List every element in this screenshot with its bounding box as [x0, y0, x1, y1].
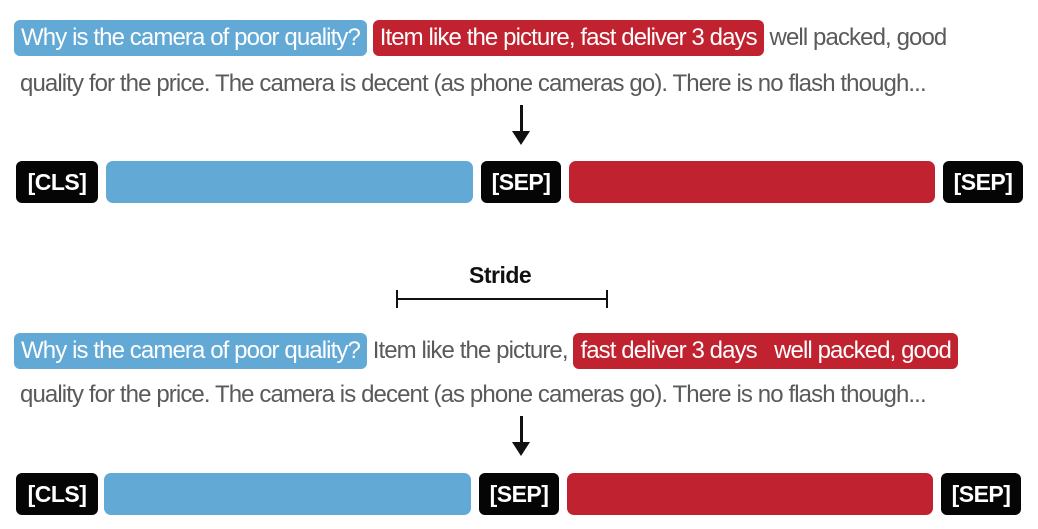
top-cls-token: [CLS]	[16, 161, 98, 203]
bottom-sep-token-1: [SEP]	[479, 473, 559, 515]
top-sep-token-1: [SEP]	[481, 161, 561, 203]
top-context-rest: well packed, good	[769, 24, 948, 51]
stride-label: Stride	[469, 262, 532, 288]
bottom-down-arrow-icon	[512, 442, 530, 456]
bottom-context-bar	[567, 473, 933, 515]
top-context-bar	[569, 161, 935, 203]
top-text-line-1: Why is the camera of poor quality? Item …	[14, 20, 948, 56]
bottom-down-arrow-shaft	[520, 416, 523, 444]
top-question-bar	[106, 161, 473, 203]
bottom-cls-token: [CLS]	[16, 473, 98, 515]
bottom-text-line-1: Why is the camera of poor quality? Item …	[14, 333, 958, 369]
top-down-arrow-icon	[512, 131, 530, 145]
top-question-highlight: Why is the camera of poor quality?	[14, 20, 367, 56]
bottom-context-plain: Item like the picture,	[372, 337, 569, 364]
top-sep-token-2: [SEP]	[943, 161, 1023, 203]
bottom-question-bar	[104, 473, 471, 515]
top-down-arrow-shaft	[520, 105, 523, 133]
stride-bracket-right	[606, 290, 608, 308]
top-context-highlight: Item like the picture, fast deliver 3 da…	[372, 20, 764, 56]
stride-bracket-line	[396, 298, 608, 300]
bottom-context-highlight: fast deliver 3 days well packed, good	[573, 333, 958, 369]
top-text-line-2: quality for the price. The camera is dec…	[20, 70, 927, 97]
bottom-question-highlight: Why is the camera of poor quality?	[14, 333, 367, 369]
bottom-sep-token-2: [SEP]	[941, 473, 1021, 515]
stride-bracket-left	[396, 290, 398, 308]
bottom-text-line-2: quality for the price. The camera is dec…	[20, 381, 927, 408]
